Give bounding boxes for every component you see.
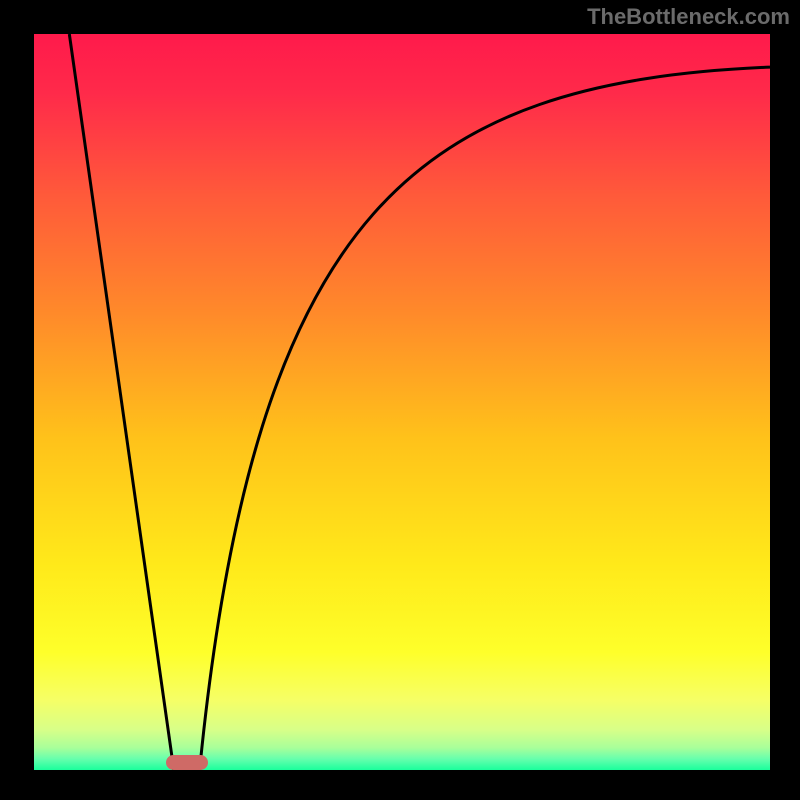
chart-container: TheBottleneck.com xyxy=(0,0,800,800)
watermark-text: TheBottleneck.com xyxy=(587,4,790,30)
curve-layer xyxy=(34,34,770,770)
curve-left-branch xyxy=(69,34,174,770)
curve-right-branch xyxy=(200,67,770,770)
valley-marker xyxy=(166,755,209,770)
plot-area xyxy=(34,34,770,770)
